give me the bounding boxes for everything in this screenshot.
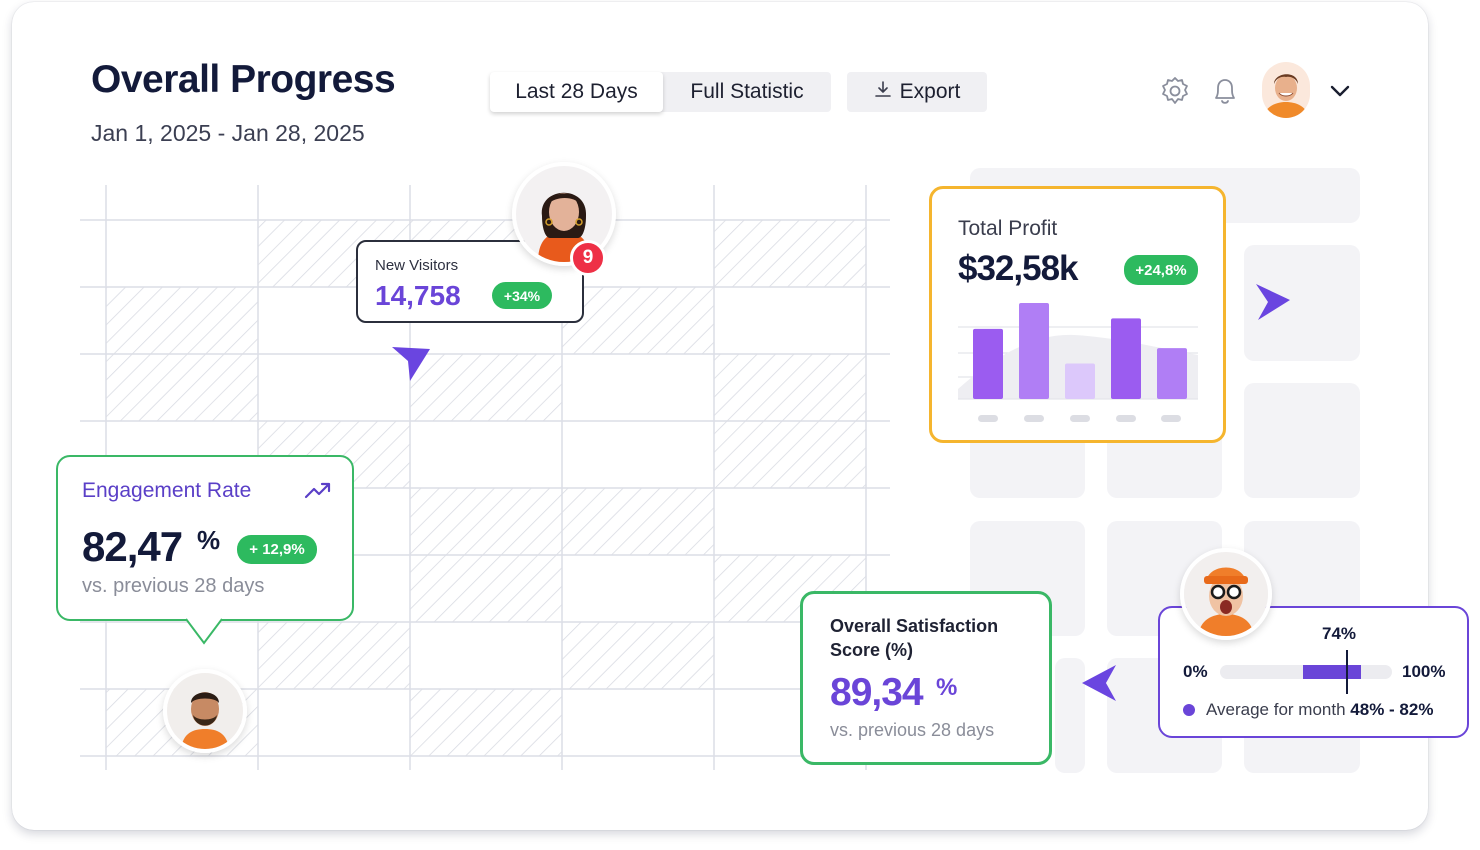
profit-bar xyxy=(1019,303,1049,399)
trend-up-icon xyxy=(304,482,331,499)
range-legend-text: Average for month xyxy=(1206,700,1346,719)
engagement-rate-card: Engagement Rate 82,47 % + 12,9% vs. prev… xyxy=(56,455,354,621)
profit-bar xyxy=(1111,318,1141,399)
bell-icon[interactable] xyxy=(1208,74,1242,108)
range-marker xyxy=(1346,650,1349,694)
engagement-value: 82,47 xyxy=(82,523,183,570)
total-profit-card: Total Profit $32,58k +24,8% xyxy=(929,186,1226,443)
satisfaction-unit: % xyxy=(936,674,958,701)
range-fill xyxy=(1302,665,1362,679)
placeholder-block xyxy=(1055,658,1085,773)
profit-bar xyxy=(1157,348,1187,399)
user-avatar[interactable] xyxy=(1262,62,1310,118)
legend-dot xyxy=(1183,704,1195,716)
cursor-arrow-icon xyxy=(1082,665,1116,701)
profit-bar xyxy=(973,328,1003,399)
new-visitors-value: 14,758 xyxy=(375,280,461,311)
date-range: Jan 1, 2025 - Jan 28, 2025 xyxy=(91,120,365,146)
tab-full-statistic[interactable]: Full Statistic xyxy=(690,80,804,103)
satisfaction-value: 89,34 xyxy=(830,671,924,714)
tab-last-28-days[interactable]: Last 28 Days xyxy=(490,72,663,112)
range-max-label: 100% xyxy=(1402,662,1446,681)
placeholder-block xyxy=(1244,245,1360,361)
chevron-down-icon[interactable] xyxy=(1323,74,1357,108)
excited-user-avatar xyxy=(1180,548,1272,640)
satisfaction-label-line1: Overall Satisfaction xyxy=(830,616,999,636)
user-avatar-man xyxy=(163,669,247,753)
profit-bar-chart xyxy=(958,303,1198,422)
cursor-arrow-icon xyxy=(1256,284,1290,320)
export-label: Export xyxy=(899,80,961,103)
cursor-arrow-icon xyxy=(392,347,430,381)
new-visitors-card: New Visitors 14,758 +34% xyxy=(356,240,584,323)
engagement-change-badge: + 12,9% xyxy=(237,535,317,564)
engagement-comparison: vs. previous 28 days xyxy=(82,575,265,597)
download-icon xyxy=(874,80,892,104)
new-visitors-change-badge: +34% xyxy=(492,282,552,309)
range-current-label: 74% xyxy=(1322,624,1357,643)
placeholder-block xyxy=(1244,383,1360,498)
range-min-label: 0% xyxy=(1183,662,1208,681)
gear-icon[interactable] xyxy=(1158,74,1192,108)
profit-bar xyxy=(1065,363,1095,399)
total-profit-label: Total Profit xyxy=(958,217,1058,240)
engagement-label: Engagement Rate xyxy=(82,479,252,502)
range-legend: Average for month 48% - 82% xyxy=(1206,700,1433,720)
new-visitors-label: New Visitors xyxy=(375,257,459,274)
export-button[interactable]: Export xyxy=(847,72,987,112)
total-profit-value: $32,58k xyxy=(958,249,1079,288)
engagement-unit: % xyxy=(197,525,221,555)
tooltip-pointer xyxy=(186,618,222,645)
notification-badge: 9 xyxy=(570,240,606,276)
total-profit-change-badge: +24,8% xyxy=(1124,255,1198,285)
satisfaction-card: Overall Satisfaction Score (%) 89,34 % v… xyxy=(800,591,1052,765)
page-title: Overall Progress xyxy=(91,58,396,101)
range-legend-value: 48% - 82% xyxy=(1350,700,1434,719)
range-track xyxy=(1220,650,1392,694)
satisfaction-comparison: vs. previous 28 days xyxy=(830,720,995,740)
satisfaction-label-line2: Score (%) xyxy=(830,640,914,660)
